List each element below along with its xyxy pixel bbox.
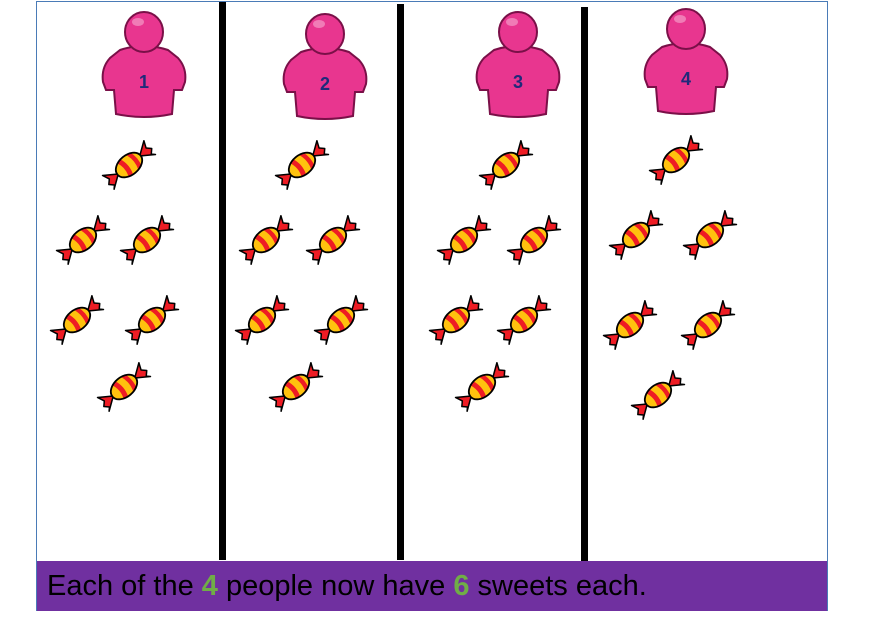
person-icon: 1 [94,10,194,120]
sweet-icon [452,357,512,417]
sweet-icon [476,135,536,195]
column-divider [581,7,588,564]
person-number: 4 [680,69,691,89]
sweet-icon [434,210,494,270]
caption-bar: Each of the 4 people now have 6 sweets e… [37,561,827,611]
sweet-icon [232,290,292,350]
caption-text: Each of the 4 people now have 6 sweets e… [47,570,647,603]
column-divider [219,2,226,560]
sweet-icon [628,365,688,425]
person-column-1: 1 [37,0,219,560]
person-column-4: 4 [588,0,827,560]
sweet-icon [311,290,371,350]
person-number: 2 [319,74,330,94]
sweet-icon [600,295,660,355]
sweet-icon [272,135,332,195]
person-icon: 4 [636,7,736,117]
sweet-icon [122,290,182,350]
sweet-icon [53,210,113,270]
sweet-icon [494,290,554,350]
sweet-icon [117,210,177,270]
sweet-icon [236,210,296,270]
sweet-icon [266,357,326,417]
person-number: 1 [138,72,149,92]
sweet-icon [646,130,706,190]
person-number: 3 [512,72,523,92]
person-icon: 2 [275,12,375,122]
sweets-each-count: 6 [453,570,470,602]
sweet-icon [426,290,486,350]
people-count: 4 [201,570,218,602]
sweet-icon [606,205,666,265]
caption-part-1: Each of the [47,570,202,602]
sweet-icon [504,210,564,270]
caption-part-2: people now have [217,570,454,602]
caption-part-3: sweets each. [469,570,647,602]
sweet-icon [47,290,107,350]
person-icon: 3 [468,10,568,120]
person-column-3: 3 [404,0,581,560]
person-column-2: 2 [226,0,397,560]
sweet-icon [303,210,363,270]
sweet-icon [94,357,154,417]
sweet-icon [678,295,738,355]
sweet-icon [680,205,740,265]
column-divider [397,4,404,560]
sweet-icon [99,135,159,195]
